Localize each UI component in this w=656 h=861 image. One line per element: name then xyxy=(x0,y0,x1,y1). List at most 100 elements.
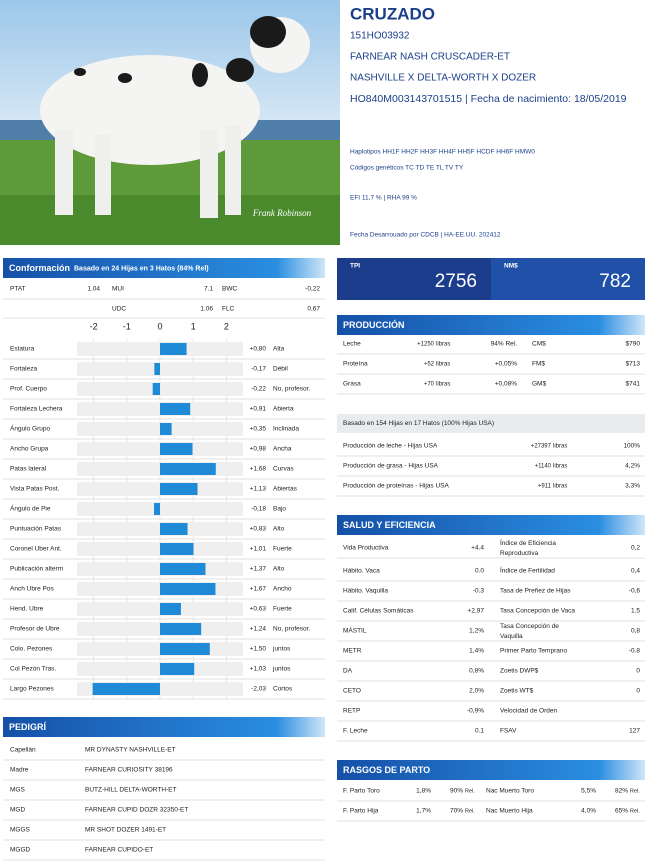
index-label: TPI xyxy=(350,263,360,270)
health-trait: Velocidad de Orden xyxy=(500,708,557,715)
health-trait: Vida Productiva xyxy=(343,545,389,552)
section-header xyxy=(337,760,645,780)
section-subtitle: Basado en 24 Hijas en 3 Hatos (84% Rel) xyxy=(74,265,209,272)
health-value: +2,97 xyxy=(468,608,485,615)
trait-bar xyxy=(160,343,187,355)
section-title: PEDIGRÍ xyxy=(9,722,47,732)
pedigree-name: FARNEAR CUPID DOZR 32350-ET xyxy=(85,807,188,814)
trait-value: -0,18 xyxy=(251,506,266,513)
trait-value: -0,17 xyxy=(251,366,266,373)
trait-value: +0,63 xyxy=(250,606,267,613)
bull-full-name: FARNEAR NASH CRUSCADER-ET xyxy=(350,52,510,63)
trait-descriptor: Débil xyxy=(273,366,288,373)
health-trait: Hábito. Vaquilla xyxy=(343,588,388,595)
production-unit: libras xyxy=(436,342,450,348)
trait-label: Coronel Uber Ant. xyxy=(10,546,62,553)
production-unit: libras xyxy=(436,362,450,368)
genetic-codes: Códigos genéticos TC TD TE TL TV TY xyxy=(350,165,464,172)
daughters-note: Basado en 154 Hijas en 17 Hatos (100% Hi… xyxy=(343,420,494,427)
daughters-pct: 100% xyxy=(623,443,640,450)
health-trait: MÁSTIL xyxy=(343,626,367,635)
trait-label: Ancho Grupa xyxy=(10,446,49,453)
calving-rel-label: Rel. xyxy=(630,788,640,794)
calving-rel: 90% xyxy=(450,788,463,795)
pedigree-role: Madre xyxy=(10,767,29,774)
health-trait: METR xyxy=(343,648,362,655)
calving-trait: Nac Muerto Toro xyxy=(486,788,534,795)
trait-bar xyxy=(160,483,198,495)
trait-label: Largo Pezones xyxy=(10,686,54,693)
health-trait: RETP xyxy=(343,708,360,715)
production-value: +70 xyxy=(424,382,435,388)
photo xyxy=(0,0,340,245)
health-value: 1,4% xyxy=(469,648,484,655)
trait-descriptor: Inclinada xyxy=(273,426,299,433)
section-header xyxy=(3,258,325,278)
production-unit: libras xyxy=(436,382,450,388)
calving-rel-label: Rel. xyxy=(465,788,475,794)
production-rel: 94% Rel. xyxy=(491,341,518,348)
calving-rel-label: Rel. xyxy=(630,808,640,814)
summary-label: MUI xyxy=(112,286,124,293)
trait-label: Prof. Cuerpo xyxy=(10,386,47,393)
calving-value: 1,8% xyxy=(416,788,431,795)
trait-bar xyxy=(160,543,194,555)
daughters-unit: libras xyxy=(553,444,567,450)
production-trait: Proteína xyxy=(343,361,368,368)
trait-bar xyxy=(160,563,206,575)
trait-label: Estatura xyxy=(10,346,35,353)
section-title: Conformación xyxy=(9,263,70,273)
pedigree-name: FARNEAR CUPIDO-ET xyxy=(85,847,153,854)
trait-descriptor: Fuerte xyxy=(273,546,292,553)
trait-descriptor: Ancha xyxy=(273,446,292,453)
x-tick-label: 0 xyxy=(157,321,162,331)
trait-descriptor: Alto xyxy=(273,526,285,533)
trait-bar xyxy=(160,403,191,415)
production-rel: +0,05% xyxy=(495,361,517,368)
daughters-value: +1140 xyxy=(535,464,552,470)
health-value: 127 xyxy=(629,728,640,735)
health-value: -0,6 xyxy=(629,588,641,595)
trait-descriptor: Abiertas xyxy=(273,486,298,493)
index-value: 782 xyxy=(599,271,631,292)
health-value: 0,2 xyxy=(631,545,640,552)
health-value: 0,4 xyxy=(631,568,640,575)
x-tick-label: -1 xyxy=(123,321,131,331)
health-value: -0.3 xyxy=(473,588,485,595)
trait-bar xyxy=(160,423,172,435)
production-trait: Leche xyxy=(343,341,361,348)
x-tick-label: -2 xyxy=(90,321,98,331)
daughters-value: +911 xyxy=(538,484,552,490)
health-trait: Hábito. Vaca xyxy=(343,568,380,575)
index-value: 2756 xyxy=(435,271,477,292)
calving-rel: 82% xyxy=(615,788,628,795)
calving-value: 4,0% xyxy=(581,808,596,815)
health-value: 0,8% xyxy=(469,668,484,675)
trait-descriptor: juntos xyxy=(272,646,291,653)
pedigree-role: Capellán xyxy=(10,747,36,754)
trait-label: Publicación alterm xyxy=(10,566,63,573)
calving-rel: 70% xyxy=(450,808,463,815)
trait-value: +1,67 xyxy=(250,586,267,593)
trait-label: Ángulo de Pie xyxy=(10,504,51,513)
trait-label: Profesor de Ubre xyxy=(10,626,60,633)
summary-label: PTAT xyxy=(10,286,26,293)
trait-value: +1,01 xyxy=(250,546,267,553)
health-value: 0.0 xyxy=(475,568,484,575)
daughters-unit: libras xyxy=(553,464,567,470)
health-trait: F. Leche xyxy=(343,728,368,735)
pedigree-name: MR DYNASTY NASHVILLE-ET xyxy=(85,747,176,754)
trait-descriptor: Ancho xyxy=(273,586,292,593)
section-title: RASGOS DE PARTO xyxy=(343,765,430,775)
health-trait: Índice de Fertilidad xyxy=(500,566,555,575)
trait-bar xyxy=(160,523,188,535)
summary-value: 1.06 xyxy=(200,306,213,313)
index-label: NM$ xyxy=(504,263,518,270)
health-value: 1.5 xyxy=(631,608,640,615)
pedigree-name: FARNEAR CURIOSITY 38196 xyxy=(85,767,173,774)
summary-value: -0,22 xyxy=(305,286,320,293)
haplotypes: Haplotipos HH1F HH2F HH3F HH4F HH5F HCDF… xyxy=(350,149,535,156)
trait-descriptor: No, profesor. xyxy=(273,626,310,633)
trait-bar xyxy=(154,503,160,515)
